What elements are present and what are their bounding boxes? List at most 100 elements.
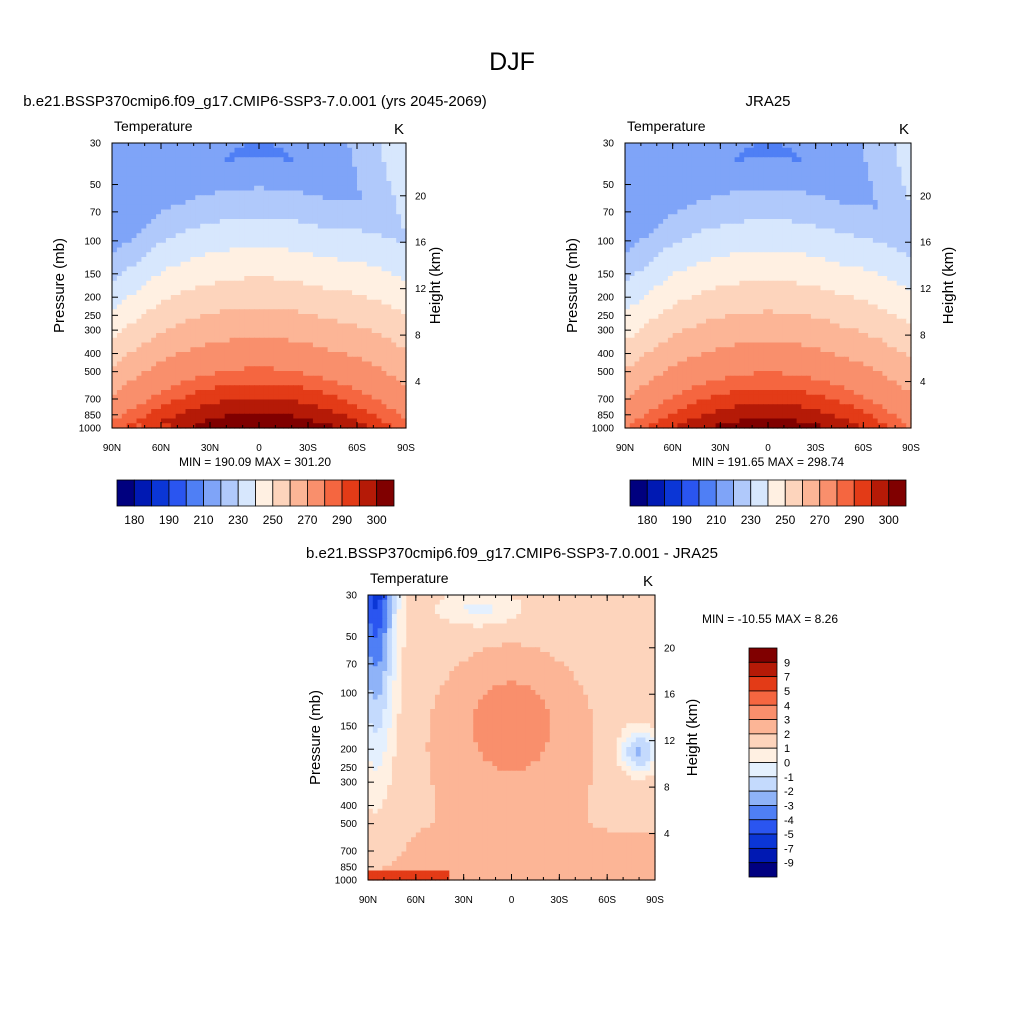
contour-cell [381,399,387,405]
contour-cell [293,418,299,424]
contour-cell [175,375,182,382]
contour-cell [180,342,187,348]
contour-cell [308,252,314,258]
contour-cell [877,195,883,201]
contour-cell [116,385,123,391]
contour-cell [806,195,812,201]
contour-cell [219,185,226,192]
contour-cell [327,337,334,344]
contour-cell [283,242,289,249]
contour-cell [381,323,387,329]
contour-cell [283,380,289,386]
contour-cell [337,418,343,424]
contour-cell [170,171,177,177]
contour-cell [210,152,216,158]
contour-cell [126,181,133,187]
contour-cell [156,200,162,206]
contour-cell [170,356,177,363]
contour-cell [357,147,363,154]
contour-cell [244,423,250,429]
contour-cell [317,152,324,158]
contour-cell [844,171,850,177]
contour-cell [686,200,693,206]
contour-cell [283,328,289,334]
contour-cell [116,323,123,329]
contour-cell [195,333,201,339]
contour-cell [829,195,836,201]
contour-cell [337,162,343,168]
contour-cell [161,214,167,220]
contour-cell [131,219,138,225]
contour-cell [347,347,353,353]
contour-cell [116,285,123,291]
contour-cell [214,238,221,244]
contour-cell [768,204,774,211]
contour-cell [312,314,319,320]
contour-cell [787,238,793,244]
contour-cell [763,171,769,177]
contour-cell [268,176,275,182]
contour-cell [696,185,702,192]
contour-cell [224,399,231,405]
contour-cell [234,299,240,306]
contour-cell [682,171,688,177]
contour-cell [386,157,392,163]
contour-cell [200,285,206,291]
contour-cell [161,228,167,234]
contour-cell [863,233,869,239]
contour-cell [156,333,162,339]
contour-cell [273,390,280,396]
contour-cell [126,323,133,329]
contour-cell [239,261,245,268]
contour-cell [234,423,240,429]
contour-cell [877,200,883,206]
contour-cell [121,413,128,420]
contour-cell [303,333,309,339]
contour-cell [214,162,221,168]
contour-cell [357,371,363,377]
contour-cell [136,280,142,287]
contour-cell [352,309,358,315]
contour-cell [268,404,275,410]
contour-cell [210,190,216,196]
contour-cell [141,333,147,339]
contour-cell [820,214,826,220]
contour-cell [126,252,133,258]
contour-cell [288,147,294,154]
contour-cell [327,204,334,211]
contour-cell [156,375,162,382]
contour-cell [229,162,236,168]
contour-cell [337,290,343,296]
contour-cell [229,356,236,363]
contour-cell [298,219,304,225]
contour-cell [131,185,138,192]
contour-cell [371,404,378,410]
contour-cell [327,209,334,215]
contour-cell [322,276,329,282]
contour-cell [386,190,392,196]
contour-cell [401,152,407,158]
contour-cell [214,276,221,282]
contour-cell [734,204,740,211]
contour-cell [288,328,294,334]
contour-cell [185,295,191,301]
contour-cell [185,219,191,225]
contour-cell [244,185,250,192]
contour-cell [853,209,860,215]
contour-cell [327,228,334,234]
contour-cell [141,309,147,315]
contour-cell [259,333,265,339]
contour-cell [195,299,201,306]
contour-cell [401,404,407,410]
contour-cell [777,214,783,220]
contour-cell [401,214,407,220]
contour-cell [396,157,402,163]
contour-cell [200,394,206,401]
contour-cell [396,247,402,253]
contour-cell [787,228,793,234]
contour-cell [357,328,363,334]
contour-cell [686,195,693,201]
contour-cell [234,352,240,358]
contour-cell [381,371,387,377]
contour-cell [288,385,294,391]
